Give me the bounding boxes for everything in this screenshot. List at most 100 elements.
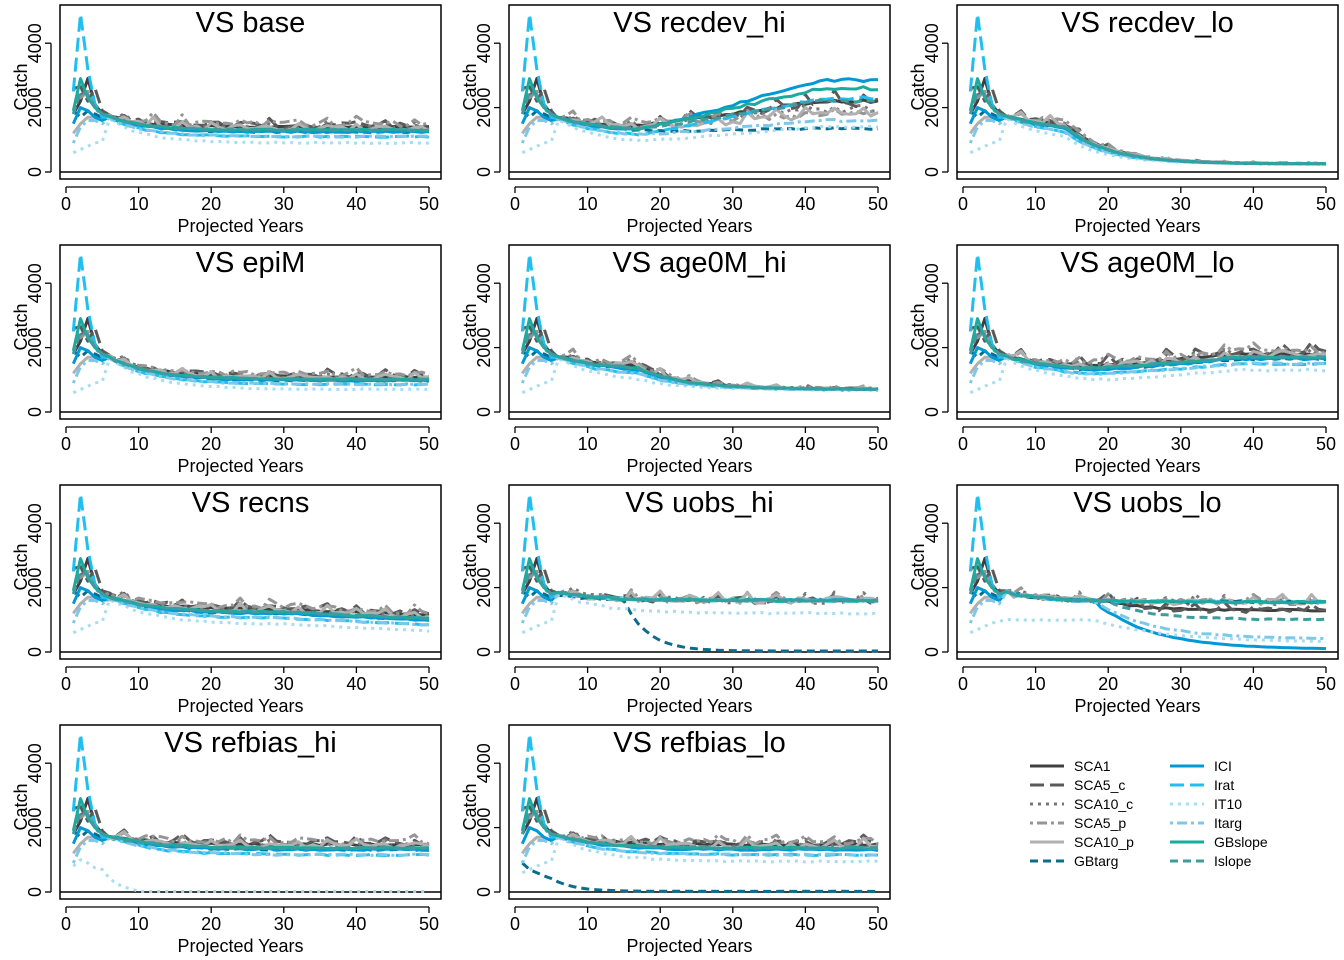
legend-label: Irat	[1214, 777, 1234, 793]
legend-item-Irat: Irat	[1170, 777, 1234, 793]
series-line-IT10	[72, 357, 430, 395]
x-tick-label: 50	[419, 434, 439, 454]
series-line-Islope	[520, 330, 879, 392]
x-tick-label: 0	[958, 434, 968, 454]
x-axis-label: Projected Years	[177, 456, 303, 476]
x-axis-label: Projected Years	[626, 696, 752, 716]
x-tick-label: 0	[61, 434, 71, 454]
series-group	[968, 492, 1327, 651]
x-tick-label: 30	[1171, 434, 1191, 454]
legend-item-IT10: IT10	[1170, 796, 1242, 812]
y-tick-label: 4000	[25, 743, 45, 783]
x-tick-label: 20	[1098, 194, 1118, 214]
plot-frame	[956, 244, 1339, 420]
legend-label: IT10	[1214, 796, 1242, 812]
y-tick-label: 4000	[922, 503, 942, 543]
x-tick-label: 10	[1026, 434, 1046, 454]
y-tick-label: 2000	[25, 328, 45, 368]
series-line-Islope	[520, 810, 879, 851]
x-tick-label: 40	[346, 914, 366, 934]
panel-title: VS age0M_hi	[612, 247, 786, 279]
y-tick-label: 2000	[25, 568, 45, 608]
plot-frame	[508, 484, 891, 660]
series-line-Islope	[968, 570, 1327, 622]
plot-frame	[956, 484, 1339, 660]
series-group	[520, 492, 879, 653]
series-group	[968, 12, 1327, 166]
y-tick-label: 4000	[25, 503, 45, 543]
series-line-Itarg	[71, 356, 429, 387]
legend-label: SCA10_p	[1074, 834, 1134, 850]
x-tick-label: 10	[1026, 194, 1046, 214]
y-tick-label: 0	[474, 887, 494, 897]
x-axis-label: Projected Years	[177, 936, 303, 956]
series-group	[968, 252, 1327, 395]
series-line-SCA5_c	[72, 565, 430, 617]
y-tick-label: 0	[474, 647, 494, 657]
y-tick-label: 4000	[922, 263, 942, 303]
series-line-Itarg	[71, 116, 430, 144]
y-axis-label: Catch	[460, 783, 480, 830]
plot-frame	[508, 724, 891, 900]
legend-item-SCA5_c: SCA5_c	[1030, 777, 1125, 793]
panel-refbias_hi: VS refbias_hi 0 10 20 30 40 50 Projected Years 0…	[11, 724, 442, 956]
y-tick-label: 2000	[922, 88, 942, 128]
series-line-SCA5_p	[969, 327, 1327, 366]
series-line-Itarg	[520, 590, 879, 624]
x-tick-label: 20	[1098, 434, 1118, 454]
x-tick-label: 40	[346, 674, 366, 694]
x-tick-label: 0	[510, 914, 520, 934]
legend-item-SCA10_c: SCA10_c	[1030, 796, 1133, 812]
series-line-IT10	[72, 858, 430, 893]
x-axis-label: Projected Years	[626, 216, 752, 236]
legend-label: GBslope	[1214, 834, 1268, 850]
y-tick-label: 4000	[474, 263, 494, 303]
series-group	[71, 12, 430, 155]
panel-recdev_lo: VS recdev_lo 0 10 20 30 40 50 Projected Years 0 2…	[908, 4, 1339, 236]
series-group	[520, 732, 879, 893]
x-tick-label: 40	[1243, 674, 1263, 694]
legend-item-SCA10_p: SCA10_p	[1030, 834, 1134, 850]
plot-frame	[956, 4, 1339, 180]
panel-title: VS uobs_hi	[625, 487, 773, 519]
y-tick-label: 4000	[922, 23, 942, 63]
y-axis-label: Catch	[460, 543, 480, 590]
series-line-SCA5_c	[72, 325, 430, 380]
y-axis-label: Catch	[908, 63, 928, 110]
x-tick-label: 30	[723, 914, 743, 934]
y-axis-label: Catch	[11, 63, 31, 110]
series-line-Itarg	[71, 597, 430, 627]
series-line-SCA10_c	[520, 810, 879, 851]
x-tick-label: 0	[510, 194, 520, 214]
series-line-GBtarg	[521, 589, 878, 653]
legend-label: SCA5_c	[1074, 777, 1125, 793]
y-tick-label: 4000	[474, 23, 494, 63]
y-tick-label: 2000	[474, 808, 494, 848]
x-tick-label: 30	[1171, 194, 1191, 214]
series-line-Islope	[71, 570, 430, 621]
y-tick-label: 2000	[474, 88, 494, 128]
y-tick-label: 0	[25, 407, 45, 417]
plot-frame	[59, 484, 442, 660]
x-tick-label: 30	[274, 914, 294, 934]
y-axis-label: Catch	[11, 303, 31, 350]
panel-recdev_hi: VS recdev_hi 0 10 20 30 40 50 Projected Years 0 2…	[460, 4, 891, 236]
series-line-SCA10_c	[71, 90, 430, 133]
x-tick-label: 30	[723, 194, 743, 214]
x-tick-label: 20	[650, 194, 670, 214]
panel-title: VS recns	[192, 487, 310, 519]
x-tick-label: 20	[201, 434, 221, 454]
series-line-IT10	[969, 117, 1326, 166]
x-tick-label: 50	[419, 194, 439, 214]
y-tick-label: 2000	[25, 808, 45, 848]
y-tick-label: 4000	[474, 743, 494, 783]
y-axis-label: Catch	[908, 303, 928, 350]
x-tick-label: 20	[650, 434, 670, 454]
series-line-IT10	[969, 356, 1326, 395]
panel-title: VS refbias_hi	[164, 727, 337, 759]
y-tick-label: 4000	[474, 503, 494, 543]
x-axis-label: Projected Years	[177, 216, 303, 236]
legend-item-GBtarg: GBtarg	[1030, 853, 1118, 869]
